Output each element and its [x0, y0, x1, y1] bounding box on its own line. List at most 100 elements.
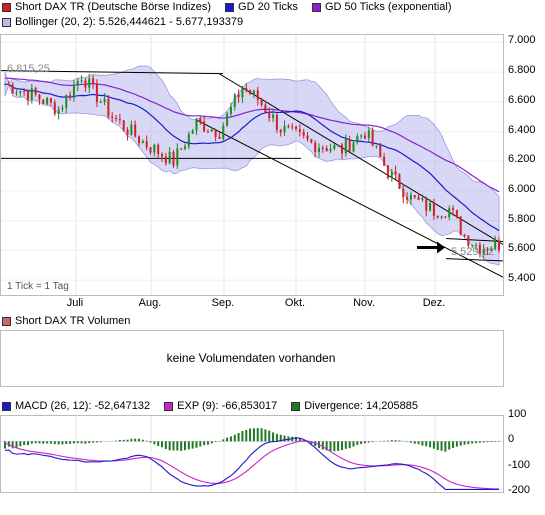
- candle-body: [69, 95, 72, 98]
- divergence-bar: [333, 441, 336, 452]
- candle-body: [413, 195, 416, 198]
- candle-body: [478, 244, 481, 255]
- volume-panel: keine Volumendaten vorhanden: [0, 330, 504, 387]
- candle-body: [53, 102, 56, 114]
- divergence-bar: [149, 441, 152, 443]
- candle-body: [203, 121, 206, 132]
- candle-body: [233, 94, 236, 107]
- divergence-bar: [23, 441, 26, 445]
- candle-body: [103, 98, 106, 103]
- legend-label-divergence: Divergence: 14,205885: [304, 400, 418, 412]
- divergence-bar: [425, 441, 428, 447]
- candle-body: [432, 202, 435, 216]
- candle-body: [291, 126, 294, 128]
- legend-swatch-gd50: [311, 2, 321, 12]
- candle-body: [436, 215, 439, 218]
- macd-line: [4, 437, 499, 491]
- candle-body: [356, 136, 359, 143]
- divergence-bar: [344, 441, 347, 449]
- candle-body: [57, 109, 60, 114]
- divergence-bar: [76, 441, 79, 444]
- candle-body: [463, 234, 466, 236]
- candle-body: [325, 148, 328, 152]
- price-chart-svg: [1, 35, 503, 295]
- volume-empty-text: keine Volumendaten vorhanden: [166, 351, 336, 365]
- divergence-bar: [49, 441, 52, 444]
- divergence-bar: [429, 441, 432, 448]
- legend-swatch-divergence: [291, 401, 301, 411]
- trendline-down-upper: [218, 73, 503, 245]
- divergence-bar: [138, 438, 141, 442]
- divergence-bar: [455, 441, 458, 447]
- price-y-tick-label: 6.000: [508, 183, 536, 195]
- divergence-bar: [367, 441, 370, 443]
- candle-body: [149, 147, 152, 153]
- divergence-bar: [61, 441, 64, 445]
- divergence-bar: [471, 441, 474, 444]
- volume-title: Short DAX TR Volumen: [15, 315, 131, 327]
- low-label: 5.529,12: [451, 246, 494, 258]
- candle-body: [340, 144, 343, 154]
- candle-body: [19, 90, 22, 93]
- divergence-bar: [264, 429, 267, 442]
- candle-body: [344, 138, 347, 154]
- divergence-bar: [421, 441, 424, 446]
- divergence-bar: [195, 441, 198, 448]
- divergence-bar: [15, 441, 18, 448]
- price-y-tick-label: 6.800: [508, 64, 536, 77]
- divergence-bar: [34, 441, 37, 444]
- divergence-bar: [432, 441, 435, 449]
- candle-body: [38, 94, 41, 100]
- price-x-tick-label: Sep.: [211, 297, 235, 309]
- candle-body: [130, 124, 133, 135]
- legend-item-gd20: GD 20 Ticks: [225, 1, 298, 13]
- candle-body: [360, 135, 363, 137]
- candle-body: [417, 197, 420, 200]
- divergence-bar: [252, 428, 255, 442]
- divergence-bar: [237, 432, 240, 442]
- divergence-bar: [467, 441, 470, 445]
- candle-body: [398, 174, 401, 189]
- candle-body: [187, 133, 190, 147]
- candle-body: [459, 216, 462, 235]
- candle-body: [379, 145, 382, 157]
- legend-item-divergence: Divergence: 14,205885: [291, 400, 418, 412]
- candle-body: [429, 202, 432, 211]
- candle-body: [76, 81, 79, 86]
- legend-label-bollinger: Bollinger (20, 2): 5.526,444621 - 5.677,…: [15, 16, 244, 28]
- candle-body: [15, 92, 18, 94]
- divergence-bar: [337, 441, 340, 451]
- candle-body: [409, 195, 412, 200]
- candle-body: [7, 84, 10, 86]
- divergence-bar: [168, 441, 171, 451]
- divergence-bar: [161, 441, 164, 448]
- divergence-bar: [210, 441, 213, 444]
- divergence-bar: [478, 441, 481, 443]
- trendline-down-lower: [195, 119, 503, 278]
- candle-body: [275, 114, 278, 130]
- divergence-bar: [275, 433, 278, 442]
- candle-body: [61, 107, 64, 110]
- divergence-bar: [118, 439, 121, 442]
- candle-body: [452, 208, 455, 211]
- candle-body: [314, 142, 317, 152]
- divergence-bar: [191, 441, 194, 449]
- divergence-bar: [363, 441, 366, 444]
- divergence-bar: [26, 441, 29, 446]
- gd50-line: [4, 77, 500, 193]
- divergence-bar: [444, 441, 447, 452]
- divergence-bar: [321, 441, 324, 450]
- trendline-channel-top: [445, 238, 503, 243]
- candle-body: [88, 78, 91, 88]
- legend-item-gd50: GD 50 Ticks (exponential): [311, 1, 452, 13]
- candle-body: [310, 139, 313, 143]
- divergence-bar: [486, 441, 489, 443]
- price-y-tick-label: 6.400: [508, 123, 536, 136]
- legend-label-gd20: GD 20 Ticks: [238, 1, 298, 13]
- candle-body: [245, 88, 248, 91]
- candle-body: [272, 114, 275, 119]
- divergence-bar: [413, 441, 416, 444]
- macd-y-tick-label: 0: [508, 433, 515, 446]
- divergence-bar: [394, 440, 397, 442]
- price-x-tick-label: Nov.: [353, 297, 375, 309]
